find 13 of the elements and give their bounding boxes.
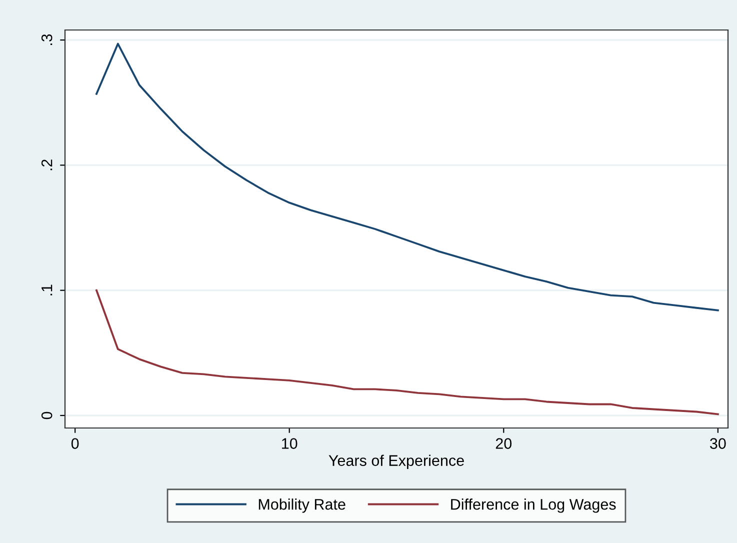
legend-label: Difference in Log Wages xyxy=(451,498,616,513)
x-tick-label: 30 xyxy=(710,438,726,449)
x-tick-label: 20 xyxy=(496,438,512,449)
x-axis-title: Years of Experience xyxy=(328,454,464,469)
line-series xyxy=(96,42,719,312)
x-tick-label: 0 xyxy=(71,438,79,449)
y-tick-label: .1 xyxy=(42,284,52,296)
legend-label: Mobility Rate xyxy=(258,498,346,513)
line-series xyxy=(96,289,719,416)
x-tick-label: 10 xyxy=(282,438,298,449)
y-tick-label: .3 xyxy=(41,34,52,45)
y-tick-label: 0 xyxy=(41,412,52,420)
y-tick-label: .2 xyxy=(41,160,52,170)
